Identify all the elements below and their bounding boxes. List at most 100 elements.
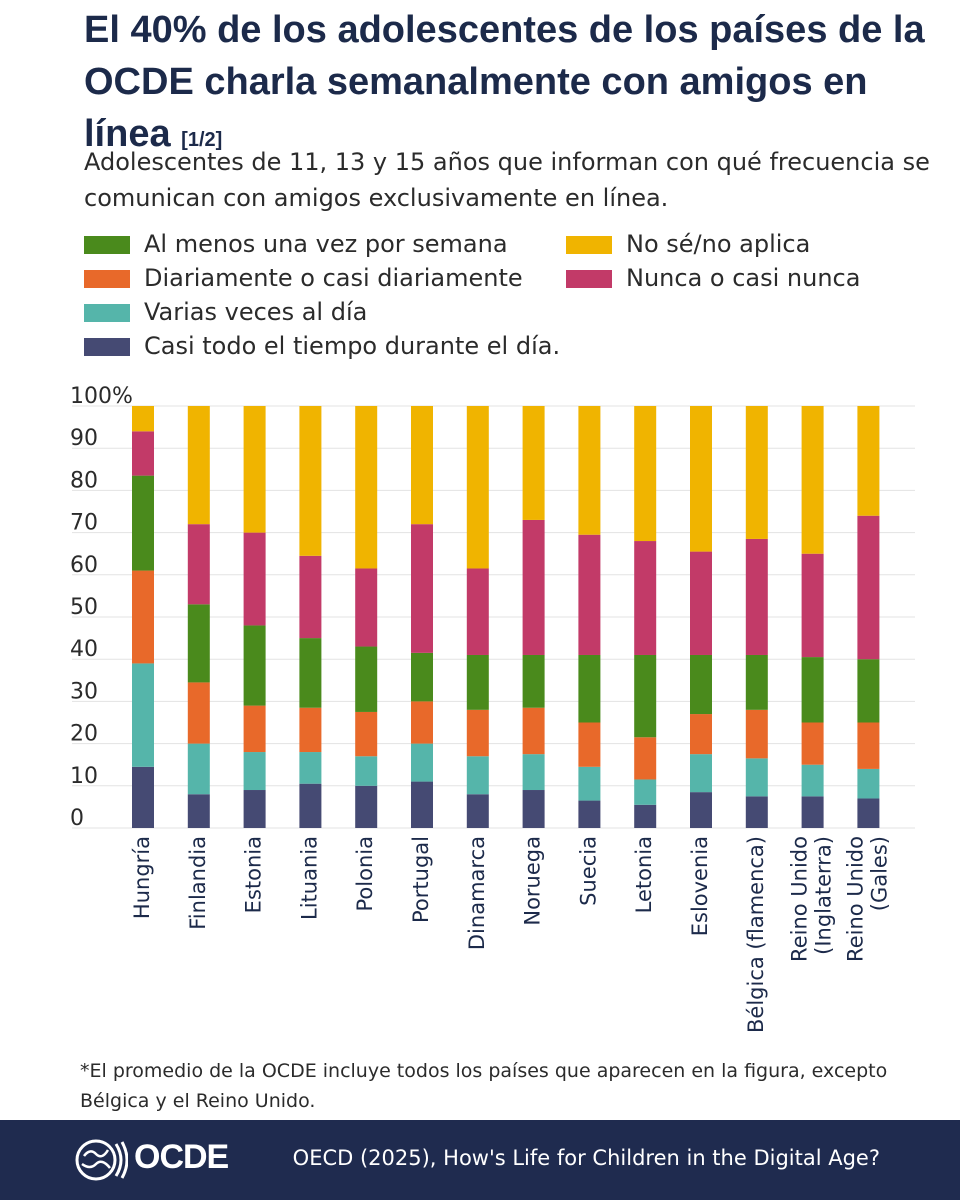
source-citation: OECD (2025), How's Life for Children in … [292, 1146, 880, 1170]
x-category-label-line: Reino Unido [788, 836, 812, 962]
bar-segment-dont_know [132, 406, 154, 432]
bar-segment-almost_all [299, 783, 322, 828]
x-category-label: Eslovenia [688, 836, 712, 936]
chart-title: El 40% de los adolescentes de los países… [84, 4, 944, 166]
x-category-label-line: Reino Unido [843, 836, 867, 962]
x-category-label: Hungría [130, 836, 154, 919]
chart-bars [132, 406, 880, 828]
bar-segment-dont_know [578, 406, 601, 535]
title-main: El 40% de los adolescentes de los países… [84, 9, 925, 155]
bar-segment-weekly [522, 654, 545, 708]
bar-segment-weekly [355, 646, 378, 712]
x-category-label-line: Dinamarca [465, 836, 489, 950]
bar-segment-almost_all [132, 766, 154, 828]
bar-segment-several [745, 758, 768, 797]
bar-segment-daily [745, 709, 768, 759]
x-category-label-line: (Inglaterra) [812, 836, 836, 955]
x-category-label-line: Noruega [521, 836, 545, 926]
bar-segment-several [243, 752, 266, 791]
footer-bar: OCDE OECD (2025), How's Life for Childre… [0, 1120, 960, 1200]
legend-swatch-weekly [84, 236, 130, 254]
x-category-label: Polonia [353, 836, 377, 911]
bar-segment-almost_all [243, 790, 266, 828]
bar-segment-almost_all [745, 796, 768, 828]
x-axis-labels: Hungría Finlandia Estonia Lituania Polonia Po… [130, 836, 891, 1033]
y-tick-label: 30 [70, 679, 98, 704]
bar-segment-several [578, 766, 601, 801]
bar-segment-dont_know [187, 406, 210, 525]
bar-segment-weekly [132, 475, 154, 571]
bar-segment-several [522, 754, 545, 791]
bar-segment-daily [466, 709, 489, 757]
bar-segment-daily [801, 722, 824, 765]
bar-segment-dont_know [801, 406, 824, 554]
bar-segment-never [690, 551, 712, 655]
bar-segment-almost_all [522, 790, 545, 828]
legend-label-almost-all: Casi todo el tiempo durante el día. [144, 332, 561, 360]
bar-segment-several [634, 779, 657, 805]
bar-segment-weekly [857, 659, 880, 723]
bar-segment-never [355, 568, 378, 647]
x-category-label-line: (Gales) [867, 836, 891, 911]
x-category-label-line: Portugal [409, 836, 433, 923]
bar-segment-never [857, 515, 880, 660]
x-category-label-line: Polonia [353, 836, 377, 911]
x-category-label-line: Bélgica (flamenca) [744, 836, 768, 1033]
y-tick-label: 80 [70, 468, 98, 493]
x-category-label: Reino Unido (Inglaterra) [788, 836, 836, 962]
bar-segment-never [578, 534, 601, 655]
y-tick-label: 40 [70, 637, 98, 662]
bar-segment-several [466, 756, 489, 795]
x-category-label-line: Letonia [632, 836, 656, 913]
stacked-bar-chart: 0 10 20 30 40 50 60 70 80 90 100% Hungría Finlandia… [70, 384, 915, 1033]
legend-swatch-dont-know [566, 236, 612, 254]
bar-segment-daily [411, 701, 433, 744]
x-category-label: Suecia [576, 836, 600, 906]
x-category-label-line: Estonia [242, 836, 266, 913]
x-category-label: Letonia [632, 836, 656, 913]
y-axis-ticks: 0 10 20 30 40 50 60 70 80 90 100% [70, 384, 133, 831]
x-category-label: Bélgica (flamenca) [744, 836, 768, 1033]
bar-segment-daily [299, 707, 322, 753]
bar-segment-several [299, 752, 322, 784]
legend-label-dont-know: No sé/no aplica [626, 230, 811, 258]
x-category-label-line: Hungría [130, 836, 154, 919]
bar-segment-dont_know [243, 406, 266, 533]
legend-swatch-daily [84, 270, 130, 288]
bar-segment-daily [355, 711, 378, 757]
bar-segment-never [299, 555, 322, 639]
bar-segment-weekly [634, 654, 657, 738]
bar-segment-daily [690, 714, 712, 755]
legend-swatch-several [84, 304, 130, 322]
bar-segment-dont_know [690, 406, 712, 552]
x-category-label: Reino Unido (Gales) [843, 836, 891, 962]
bar-segment-weekly [243, 625, 266, 706]
bar-segment-never [466, 568, 489, 655]
x-category-label-line: Eslovenia [688, 836, 712, 936]
bar-segment-almost_all [801, 796, 824, 828]
bar-segment-daily [634, 737, 657, 780]
bar-segment-almost_all [634, 804, 657, 828]
bar-segment-dont_know [355, 406, 378, 569]
x-category-label-line: Suecia [576, 836, 600, 906]
bar-segment-almost_all [466, 794, 489, 828]
bar-segment-several [132, 663, 154, 767]
x-category-label: Dinamarca [465, 836, 489, 950]
bar-segment-daily [243, 705, 266, 753]
x-category-label: Noruega [521, 836, 545, 926]
bar-segment-several [355, 756, 378, 786]
bar-segment-weekly [690, 654, 712, 715]
x-category-label: Lituania [297, 836, 321, 920]
bar-segment-weekly [411, 652, 433, 702]
bar-segment-several [187, 743, 210, 795]
bar-segment-daily [187, 682, 210, 744]
bar-segment-weekly [801, 657, 824, 723]
bar-segment-never [634, 541, 657, 655]
legend-swatch-never [566, 270, 612, 288]
bar-segment-daily [578, 722, 601, 767]
chart-subtitle: Adolescentes de 11, 13 y 15 años que inf… [84, 148, 930, 212]
legend-label-weekly: Al menos una vez por semana [144, 230, 508, 258]
y-tick-label: 50 [70, 595, 98, 620]
bar-segment-daily [522, 707, 545, 755]
bar-segment-weekly [466, 654, 489, 710]
